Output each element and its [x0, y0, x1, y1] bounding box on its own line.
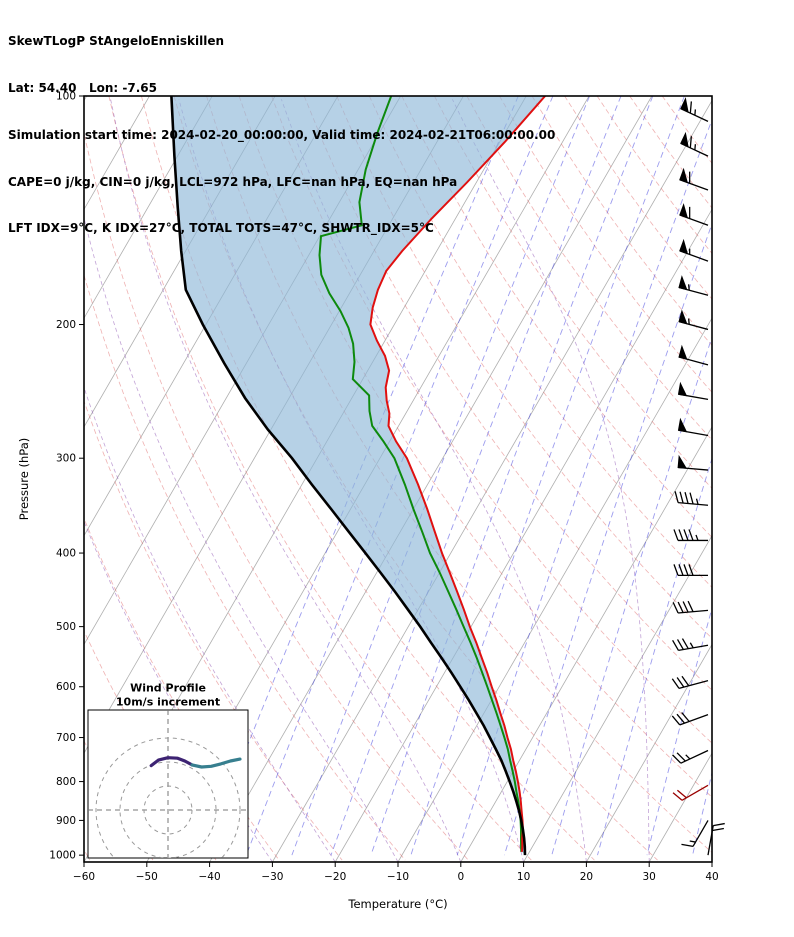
header-times: Simulation start time: 2024-02-20_00:00:… — [8, 127, 556, 142]
hodograph-title: Wind Profile — [130, 681, 206, 695]
y-tick-label: 200 — [56, 319, 76, 331]
hodograph-inset — [87, 709, 249, 859]
x-tick-label: −40 — [199, 871, 221, 883]
y-tick-label: 700 — [56, 732, 76, 744]
y-tick-label: 800 — [56, 776, 76, 788]
temperature-axis-label: Temperature (°C) — [348, 897, 448, 911]
y-tick-label: 900 — [56, 815, 76, 827]
y-tick-label: 600 — [56, 681, 76, 693]
pressure-axis-label: Pressure (hPa) — [17, 437, 31, 521]
x-tick-label: −30 — [261, 871, 283, 883]
parcel-line — [170, 96, 527, 856]
cin-shade-area — [171, 96, 546, 856]
x-tick-label: −20 — [324, 871, 346, 883]
y-tick-label: 500 — [56, 621, 76, 633]
hodograph-lower-level-trace — [149, 756, 194, 768]
hodograph-subtitle: 10m/s increment — [115, 695, 221, 709]
header-indices: LFT IDX=9°C, K IDX=27°C, TOTAL TOTS=47°C… — [8, 221, 434, 236]
dewpoint-line — [318, 96, 523, 852]
y-tick-label: 1000 — [49, 850, 76, 862]
hodograph-upper-level-trace — [190, 757, 242, 769]
x-tick-label: −60 — [73, 871, 95, 883]
chart-header: SkewTLogP StAngeloEnniskillen Lat: 54.40… — [8, 3, 555, 268]
header-cape-cin: CAPE=0 j/kg, CIN=0 j/kg, LCL=972 hPa, LF… — [8, 174, 458, 189]
x-tick-label: −50 — [136, 871, 158, 883]
wind-barbs — [671, 97, 725, 856]
x-tick-label: 40 — [705, 871, 718, 883]
y-tick-label: 300 — [56, 453, 76, 465]
x-tick-label: 10 — [517, 871, 530, 883]
header-coordinates: Lat: 54.40 Lon: -7.65 — [8, 80, 157, 95]
temperature-line — [369, 96, 546, 852]
x-tick-label: 30 — [643, 871, 656, 883]
x-tick-label: 0 — [457, 871, 464, 883]
header-title: SkewTLogP StAngeloEnniskillen — [8, 34, 224, 49]
axes: −60 −50 −40 −30 −20 −10 0 10 20 30 40 100 200 300 400 5… — [49, 91, 718, 884]
x-tick-label: 20 — [580, 871, 593, 883]
x-tick-label: −10 — [387, 871, 409, 883]
y-tick-label: 100 — [56, 91, 76, 103]
y-tick-label: 400 — [56, 548, 76, 560]
